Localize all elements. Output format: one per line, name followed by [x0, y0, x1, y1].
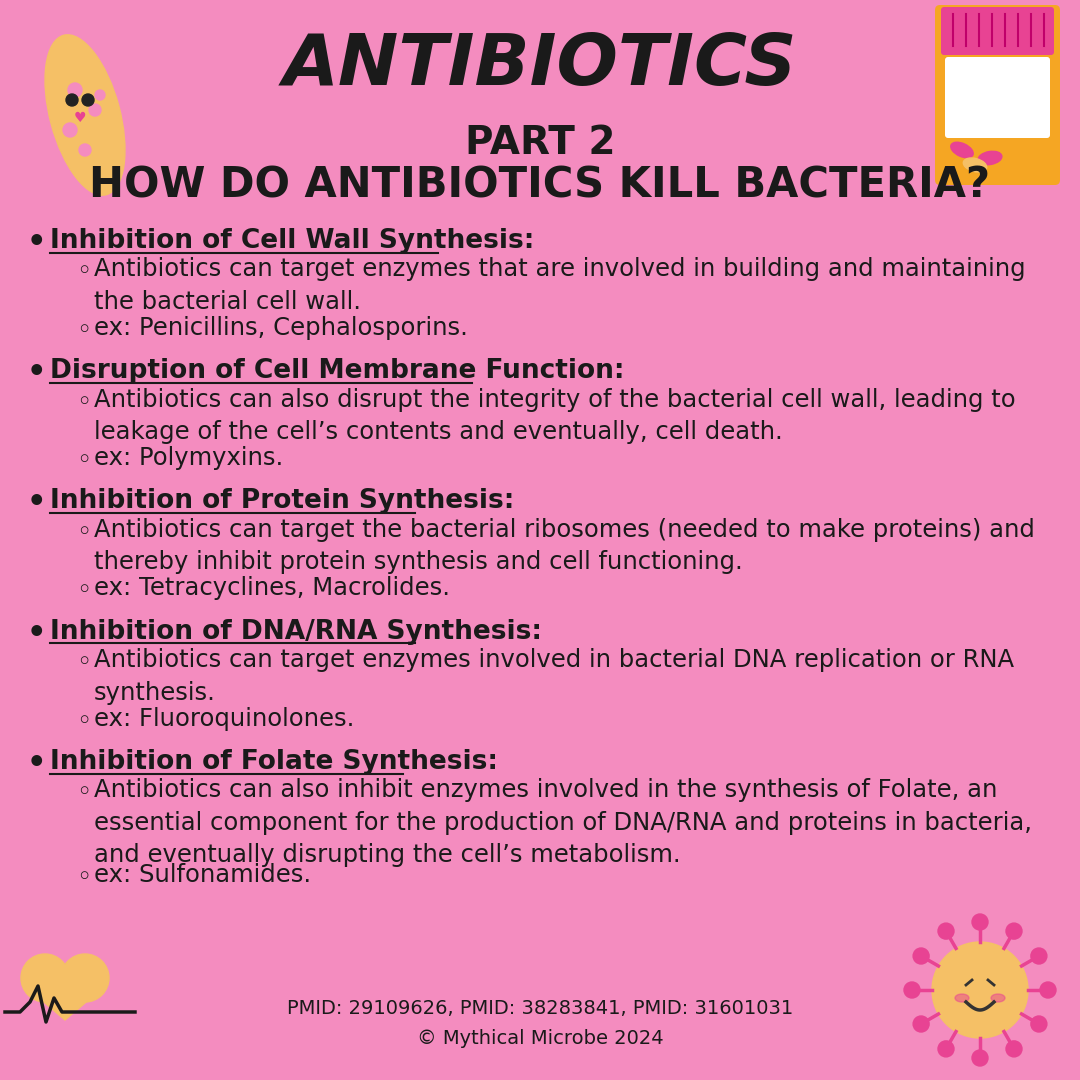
Text: •: • [27, 619, 46, 648]
Text: Antibiotics can target enzymes involved in bacterial DNA replication or RNA
synt: Antibiotics can target enzymes involved … [94, 648, 1014, 704]
Ellipse shape [955, 994, 969, 1002]
Text: ♥: ♥ [73, 111, 86, 125]
Text: ex: Fluoroquinolones.: ex: Fluoroquinolones. [94, 706, 354, 730]
Text: PART 2: PART 2 [464, 124, 616, 162]
Polygon shape [25, 986, 105, 1020]
Text: ◦: ◦ [76, 650, 91, 676]
Circle shape [21, 954, 69, 1002]
Text: ◦: ◦ [76, 519, 91, 545]
Text: HOW DO ANTIBIOTICS KILL BACTERIA?: HOW DO ANTIBIOTICS KILL BACTERIA? [90, 164, 990, 206]
Ellipse shape [45, 35, 125, 195]
Circle shape [1005, 1041, 1022, 1057]
Ellipse shape [991, 994, 1005, 1002]
Text: Antibiotics can also disrupt the integrity of the bacterial cell wall, leading t: Antibiotics can also disrupt the integri… [94, 388, 1015, 444]
Circle shape [913, 1016, 929, 1032]
Text: •: • [27, 359, 46, 388]
Text: •: • [27, 488, 46, 517]
Text: •: • [27, 748, 46, 778]
FancyBboxPatch shape [945, 57, 1050, 138]
Circle shape [939, 923, 954, 940]
Text: ◦: ◦ [76, 318, 91, 343]
Text: ◦: ◦ [76, 865, 91, 891]
Circle shape [79, 144, 91, 156]
Circle shape [1031, 1016, 1047, 1032]
Text: ◦: ◦ [76, 579, 91, 605]
Text: ex: Tetracyclines, Macrolides.: ex: Tetracyclines, Macrolides. [94, 577, 450, 600]
Circle shape [66, 94, 78, 106]
Text: ◦: ◦ [76, 259, 91, 285]
Text: ◦: ◦ [76, 708, 91, 734]
Circle shape [939, 1041, 954, 1057]
Text: © Mythical Microbe 2024: © Mythical Microbe 2024 [417, 1028, 663, 1048]
Circle shape [932, 942, 1028, 1038]
FancyBboxPatch shape [941, 6, 1054, 55]
Circle shape [60, 954, 109, 1002]
Circle shape [904, 982, 920, 998]
Text: Inhibition of DNA/RNA Synthesis:: Inhibition of DNA/RNA Synthesis: [50, 619, 542, 645]
FancyBboxPatch shape [935, 5, 1059, 185]
Circle shape [1040, 982, 1056, 998]
Circle shape [63, 123, 77, 137]
Ellipse shape [963, 158, 987, 172]
Text: Inhibition of Protein Synthesis:: Inhibition of Protein Synthesis: [50, 488, 514, 514]
Text: ex: Sulfonamides.: ex: Sulfonamides. [94, 863, 311, 887]
Text: ◦: ◦ [76, 448, 91, 474]
Circle shape [1005, 923, 1022, 940]
Text: ANTIBIOTICS: ANTIBIOTICS [283, 30, 797, 99]
Text: ◦: ◦ [76, 780, 91, 807]
Text: ex: Penicillins, Cephalosporins.: ex: Penicillins, Cephalosporins. [94, 316, 468, 340]
Circle shape [68, 83, 82, 97]
Text: Antibiotics can also inhibit enzymes involved in the synthesis of Folate, an
ess: Antibiotics can also inhibit enzymes inv… [94, 779, 1032, 867]
Text: ex: Polymyxins.: ex: Polymyxins. [94, 446, 283, 470]
Circle shape [913, 948, 929, 964]
Text: ◦: ◦ [76, 390, 91, 416]
Text: Inhibition of Cell Wall Synthesis:: Inhibition of Cell Wall Synthesis: [50, 228, 535, 254]
Circle shape [972, 914, 988, 930]
Ellipse shape [950, 143, 973, 158]
Text: PMID: 29109626, PMID: 38283841, PMID: 31601031: PMID: 29109626, PMID: 38283841, PMID: 31… [287, 999, 793, 1017]
Text: Antibiotics can target enzymes that are involved in building and maintaining
the: Antibiotics can target enzymes that are … [94, 257, 1026, 314]
Text: •: • [27, 228, 46, 257]
Text: Antibiotics can target the bacterial ribosomes (needed to make proteins) and
the: Antibiotics can target the bacterial rib… [94, 517, 1035, 575]
Circle shape [95, 90, 105, 100]
Circle shape [1031, 948, 1047, 964]
Circle shape [89, 104, 102, 116]
Circle shape [972, 1050, 988, 1066]
Text: Disruption of Cell Membrane Function:: Disruption of Cell Membrane Function: [50, 359, 624, 384]
Text: Inhibition of Folate Synthesis:: Inhibition of Folate Synthesis: [50, 748, 498, 774]
Circle shape [82, 94, 94, 106]
Ellipse shape [978, 151, 1002, 165]
